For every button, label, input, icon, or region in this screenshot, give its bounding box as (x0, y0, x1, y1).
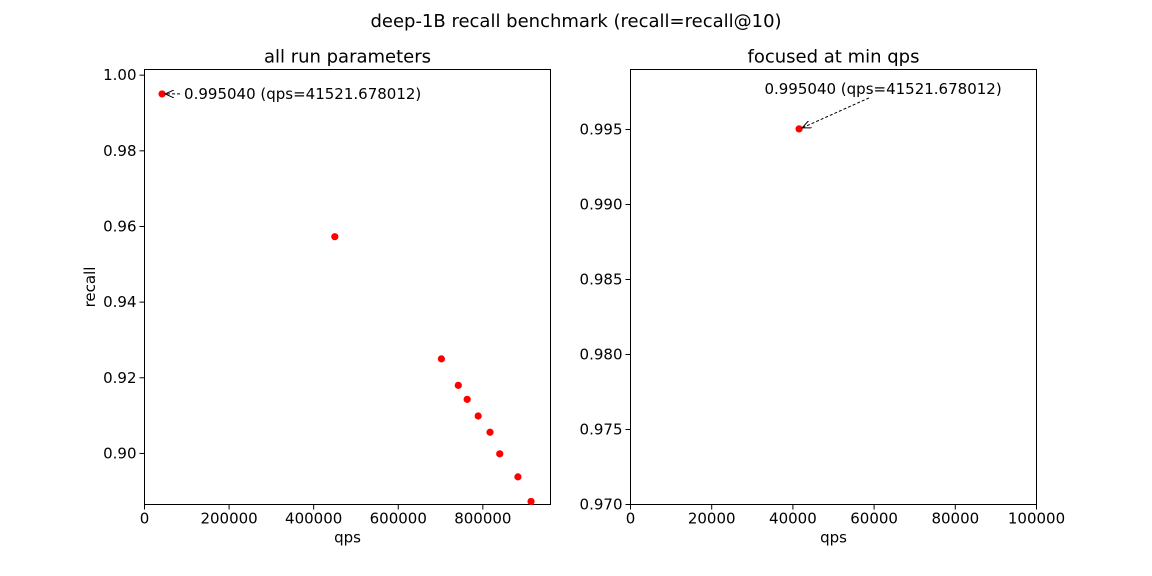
data-point (486, 428, 494, 436)
data-point (158, 90, 166, 98)
y-tick-label: 0.92 (103, 369, 136, 387)
y-tick-label: 0.96 (103, 217, 136, 235)
x-tick-label: 100000 (1008, 510, 1065, 528)
y-tick-label: 0.94 (103, 293, 136, 311)
y-tick-label: 0.98 (103, 142, 136, 160)
y-axis-label: recall (81, 267, 99, 308)
plot-title: all run parameters (264, 47, 431, 68)
data-point (496, 450, 504, 458)
x-axis-label: qps (820, 529, 847, 547)
plot-2: focused at min qps 0 20000 40000 60000 80000 1… (580, 47, 1066, 547)
data-point (514, 473, 522, 481)
plot-title: focused at min qps (748, 47, 920, 68)
x-tick-label: 400000 (285, 510, 342, 528)
x-tick-label: 600000 (370, 510, 427, 528)
y-tick-label: 0.980 (580, 346, 623, 364)
plot-frame (630, 69, 1037, 505)
data-point (795, 125, 803, 133)
plot-1: all run parameters 0 200000 400000 600000 800… (81, 47, 551, 547)
y-tick-label: 0.995 (580, 121, 623, 139)
x-tick-label: 200000 (200, 510, 257, 528)
data-point (527, 497, 535, 506)
x-tick-label: 0 (140, 510, 150, 528)
y-tick-label: 0.90 (103, 444, 136, 462)
x-tick-label: 80000 (931, 510, 979, 528)
y-tick-label: 0.970 (580, 496, 623, 514)
annotation-arrow (802, 97, 870, 128)
y-tick-label: 0.985 (580, 271, 623, 289)
annotation-label: 0.995040 (qps=41521.678012) (184, 85, 421, 103)
x-axis-label: qps (334, 529, 361, 547)
x-tick-label: 40000 (769, 510, 817, 528)
y-tick-label: 0.990 (580, 196, 623, 214)
data-point (474, 412, 482, 420)
plot-frame (144, 69, 551, 505)
x-tick-label: 20000 (688, 510, 736, 528)
figure-title: deep-1B recall benchmark (recall=recall@… (370, 11, 781, 32)
y-tick-label: 0.975 (580, 421, 623, 439)
data-point (463, 395, 471, 403)
y-tick-label: 1.00 (103, 66, 136, 84)
x-tick-label: 0 (626, 510, 636, 528)
data-point (437, 355, 445, 363)
annotation-label: 0.995040 (qps=41521.678012) (764, 80, 1001, 98)
x-tick-label: 60000 (850, 510, 898, 528)
data-point (331, 233, 339, 241)
data-point (454, 381, 462, 389)
x-tick-label: 800000 (454, 510, 511, 528)
